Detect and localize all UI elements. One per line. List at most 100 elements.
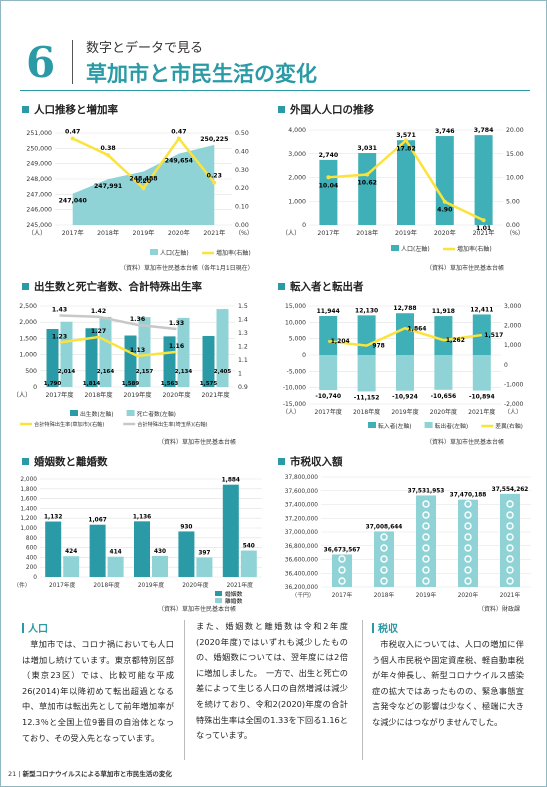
y2-tick-label: 15.00 — [506, 151, 524, 158]
bar-pattern-dot — [464, 511, 472, 519]
bar-move-in — [319, 315, 338, 355]
data-label-tfr-saitama: 1.36 — [130, 316, 145, 323]
section-number: 6 — [26, 38, 56, 87]
y-tick-label: 36,200,000 — [285, 585, 319, 591]
y-tick-label: 36,600,000 — [285, 558, 319, 564]
data-label-births: 1,814 — [83, 381, 101, 387]
legend-label: 出生数(左軸) — [80, 410, 114, 418]
data-label-tfr-soka: 1.23 — [52, 333, 67, 340]
column-divider-1 — [184, 620, 185, 760]
bar-tax-revenue — [416, 495, 436, 587]
x-tick-label: 2019年度 — [123, 391, 151, 399]
data-label-deaths: 2,405 — [214, 369, 232, 375]
x-tick-label: 2018年度 — [93, 581, 120, 589]
data-label-population: 249,654 — [165, 158, 194, 165]
source-population: （資料）草加市住民基本台帳（各年1月1日現在） — [120, 265, 254, 272]
bar-pattern-dot — [422, 500, 430, 508]
x-tick-label: 2018年 — [97, 229, 119, 237]
bar-births — [46, 329, 59, 387]
series-line-tfr-saitama — [59, 314, 177, 331]
data-label-deaths: 2,134 — [175, 369, 193, 375]
y-tick-label: 0 — [33, 575, 37, 581]
data-label-births: 1,575 — [200, 381, 218, 387]
x-tick-label: 2017年 — [332, 591, 353, 599]
chart-birth: 2,500 2,000 1,500 1,000 500 0 1.5 1.4 1.3 1.2 1.1 1… — [13, 303, 248, 428]
x-tick-label: 2018年度 — [353, 408, 380, 416]
x-tick-label: 2020年 — [458, 591, 479, 599]
bar-foreign-population — [474, 135, 493, 225]
y-unit-label: （件） — [13, 581, 30, 589]
heading-foreign: 外国人人口の推移 — [278, 102, 374, 117]
bar-pattern-dot — [422, 566, 430, 574]
bar-pattern-dot — [338, 577, 346, 585]
bar-pattern-dot — [506, 522, 514, 530]
bar-pattern-dot — [380, 566, 388, 574]
data-label-tax-revenue: 37,470,188 — [450, 493, 487, 499]
data-label-foreign-population: 3,746 — [435, 128, 455, 135]
y2-tick-label: -1,000 — [504, 381, 524, 388]
series-line-tfr-soka — [59, 335, 177, 358]
bar-deaths — [99, 316, 112, 387]
legend-label: 人口(左軸) — [401, 245, 430, 253]
x-tick-label: 2019年度 — [391, 408, 418, 416]
data-label-divorces: 430 — [154, 549, 166, 555]
data-label-foreign-rate: 17.82 — [396, 145, 416, 152]
data-label-divorces: 414 — [110, 550, 122, 556]
data-label-marriages: 1,132 — [44, 515, 62, 521]
bar-divorces — [196, 557, 213, 577]
column-text-population: 草加市では、コロナ禍においても人口は増加し続けています。東京都特別区部（東京23… — [22, 639, 174, 743]
y-tick-label: 4,000 — [288, 127, 306, 134]
heading-migration: 転入者と転出者 — [278, 279, 364, 294]
y-tick-label: 2,500 — [19, 303, 37, 310]
y2-tick-label: 3,000 — [504, 303, 521, 310]
source-tax: （資料）財政課 — [478, 606, 521, 613]
series-line-net-migration — [328, 326, 482, 347]
title-rule — [20, 90, 530, 91]
source-migration: （資料）草加市住民基本台帳 — [426, 439, 505, 446]
title-divider — [72, 40, 73, 84]
y-tick-label: 37,600,000 — [285, 489, 319, 495]
y2-tick-label: 0.00 — [506, 222, 520, 229]
x-tick-label: 2019年 — [133, 229, 155, 237]
y-tick-label: 3,000 — [288, 151, 306, 158]
data-label-marriages: 930 — [180, 524, 192, 530]
point-growth-rate — [106, 153, 111, 158]
y-tick-label: 1,000 — [20, 526, 37, 532]
x-tick-label: 2019年度 — [138, 581, 165, 589]
y-tick-label: 37,800,000 — [285, 475, 319, 481]
bar-pattern-dot — [380, 555, 388, 563]
y2-tick-label: 0.10 — [235, 204, 249, 211]
x-tick-label: 2020年度 — [162, 391, 190, 399]
bar-pattern-dot — [338, 566, 346, 574]
y-tick-label: 247,000 — [26, 191, 52, 198]
data-label-move-out: -11,152 — [354, 394, 380, 401]
y-tick-label: 250,000 — [26, 145, 52, 152]
legend-label: 人口(左軸) — [160, 249, 189, 257]
data-label-foreign-population: 3,571 — [396, 132, 416, 139]
bar-pattern-dot — [422, 511, 430, 519]
bar-pattern-dot — [464, 522, 472, 530]
data-label-tfr-soka: 1.13 — [130, 347, 145, 354]
data-label-deaths: 2,164 — [97, 369, 115, 375]
data-label-population: 247,040 — [59, 198, 88, 205]
y-tick-label: 1,400 — [20, 506, 37, 512]
point-growth-rate — [70, 136, 75, 141]
y2-unit-label: （%） — [235, 230, 253, 237]
y-tick-label: -5,000 — [287, 368, 307, 375]
data-label-marriages: 1,067 — [88, 518, 106, 524]
x-tick-label: 2020年 — [168, 229, 190, 237]
data-label-divorces: 424 — [65, 549, 77, 555]
heading-population: 人口推移と増加率 — [22, 102, 118, 117]
bar-pattern-dot — [506, 511, 514, 519]
point-foreign-rate — [404, 138, 408, 143]
y2-tick-label: 0.50 — [235, 130, 249, 137]
y2-tick-label: 0.40 — [235, 148, 249, 155]
point-foreign-rate — [365, 172, 370, 177]
bar-pattern-dot — [464, 533, 472, 541]
y-tick-label: -10,000 — [283, 385, 306, 392]
data-label-move-out: -10,894 — [469, 394, 495, 401]
point-foreign-rate — [326, 175, 331, 180]
y2-unit-label: （%） — [506, 230, 524, 237]
y2-tick-label: 1.1 — [238, 357, 248, 364]
chart-migration: 15,000 10,000 5,000 0 -5,000 -10,000 -15,000 3,… — [282, 303, 524, 430]
